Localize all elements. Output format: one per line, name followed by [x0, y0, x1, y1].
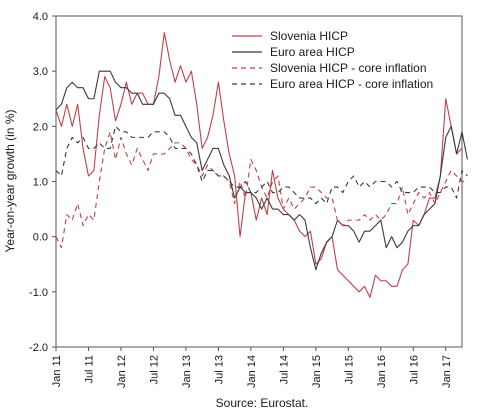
y-tick-label: 1.0 — [33, 177, 48, 189]
series-line-2 — [55, 70, 468, 271]
x-tick-label: Jul 12 — [148, 355, 160, 384]
x-tick-label: Jan 14 — [246, 355, 258, 388]
x-axis: Jan 11 Jul 11 Jan 12 Jul 12 Jan 13 Jul 13 Jan … — [51, 347, 453, 388]
y-axis-label: Year-on-year growth (in %) — [3, 110, 17, 253]
legend-label: Slovenia HICP — [270, 29, 348, 43]
x-tick-label: Jan 11 — [51, 355, 63, 387]
y-tick-label: 3.0 — [33, 66, 48, 78]
legend-label: Euro area HICP — [270, 45, 355, 59]
legend-label: Slovenia HICP - core inflation — [270, 61, 427, 75]
series-line-4 — [55, 125, 468, 205]
series-line-1 — [55, 31, 463, 298]
x-tick-label: Jul 16 — [408, 355, 420, 384]
legend-label: Euro area HICP - core inflation — [270, 77, 433, 91]
x-tick-label: Jan 17 — [441, 355, 453, 388]
y-tick-label: -2.0 — [29, 342, 48, 354]
series-lines — [55, 31, 468, 298]
x-tick-label: Jan 15 — [311, 355, 323, 388]
y-tick-label: 0.0 — [33, 232, 48, 244]
y-tick-label: 4.0 — [33, 11, 48, 23]
source-note: Source: Eurostat. — [216, 396, 309, 410]
x-tick-label: Jul 14 — [278, 355, 290, 384]
x-tick-label: Jan 16 — [376, 355, 388, 388]
y-axis: 4.0 3.0 2.0 1.0 0.0 -1.0 -2.0 — [29, 11, 56, 354]
x-tick-label: Jul 11 — [83, 355, 95, 384]
x-tick-label: Jan 13 — [181, 355, 193, 388]
x-tick-label: Jul 13 — [213, 355, 225, 384]
y-tick-label: 2.0 — [33, 121, 48, 133]
x-tick-label: Jan 12 — [116, 355, 128, 388]
x-tick-label: Jul 15 — [343, 355, 355, 384]
legend: Slovenia HICP Euro area HICP Slovenia HICP… — [232, 29, 433, 91]
y-tick-label: -1.0 — [29, 287, 48, 299]
